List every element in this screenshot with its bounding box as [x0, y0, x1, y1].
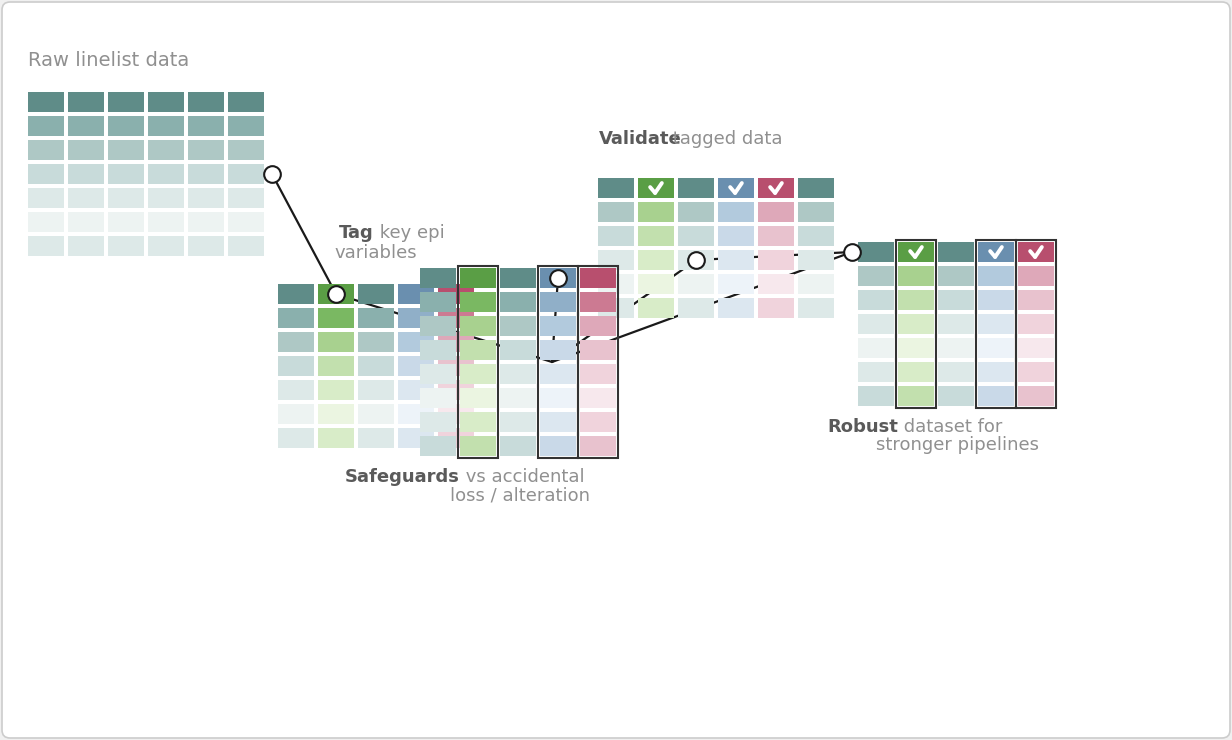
Bar	[758, 202, 793, 222]
Bar	[678, 250, 715, 270]
Bar	[359, 308, 394, 328]
Bar	[359, 428, 394, 448]
Bar	[188, 236, 224, 256]
Bar	[398, 380, 434, 400]
Bar	[359, 284, 394, 304]
Bar	[28, 236, 64, 256]
Bar	[978, 242, 1014, 262]
Bar	[540, 412, 577, 432]
Bar	[500, 340, 536, 360]
Bar	[398, 332, 434, 352]
Bar	[28, 164, 64, 184]
Bar	[68, 92, 103, 112]
Bar	[1016, 240, 1056, 408]
Bar	[598, 298, 634, 318]
Bar	[938, 362, 975, 382]
Bar	[439, 332, 474, 352]
Bar	[638, 298, 674, 318]
Bar	[278, 380, 314, 400]
Bar	[857, 362, 894, 382]
Bar	[638, 250, 674, 270]
Bar	[938, 266, 975, 286]
Bar	[108, 164, 144, 184]
Bar	[896, 240, 936, 408]
Bar	[500, 292, 536, 312]
Bar	[678, 202, 715, 222]
Bar	[598, 202, 634, 222]
Bar	[898, 386, 934, 406]
Bar	[228, 92, 264, 112]
Text: Robust: Robust	[827, 418, 898, 436]
Bar	[108, 140, 144, 160]
Bar	[188, 164, 224, 184]
Bar	[758, 178, 793, 198]
Bar	[228, 188, 264, 208]
Bar	[318, 380, 354, 400]
Bar	[598, 178, 634, 198]
Bar	[580, 364, 616, 384]
Text: Validate: Validate	[599, 130, 681, 148]
Bar	[540, 388, 577, 408]
Bar	[598, 274, 634, 294]
Bar	[228, 140, 264, 160]
Bar	[1018, 362, 1055, 382]
Bar	[318, 428, 354, 448]
Bar	[758, 250, 793, 270]
Bar	[420, 412, 456, 432]
Bar	[718, 178, 754, 198]
Bar	[278, 284, 314, 304]
Bar	[108, 188, 144, 208]
Bar	[500, 412, 536, 432]
Bar	[678, 178, 715, 198]
Bar	[540, 268, 577, 288]
Text: Safeguards: Safeguards	[345, 468, 460, 486]
Bar	[398, 284, 434, 304]
Bar	[188, 116, 224, 136]
Bar	[898, 290, 934, 310]
Bar	[278, 356, 314, 376]
Bar	[188, 212, 224, 232]
Bar	[978, 266, 1014, 286]
Bar	[458, 266, 498, 458]
Bar	[638, 202, 674, 222]
Bar	[108, 212, 144, 232]
Bar	[857, 266, 894, 286]
Bar	[978, 338, 1014, 358]
Bar	[439, 284, 474, 304]
Text: loss / alteration: loss / alteration	[450, 486, 590, 504]
Bar	[938, 338, 975, 358]
Bar	[638, 226, 674, 246]
Bar	[898, 338, 934, 358]
Bar	[678, 274, 715, 294]
Bar	[540, 292, 577, 312]
Bar	[678, 226, 715, 246]
Bar	[540, 364, 577, 384]
Bar	[758, 226, 793, 246]
Bar	[228, 116, 264, 136]
Bar	[188, 92, 224, 112]
Bar	[460, 412, 496, 432]
Bar	[500, 268, 536, 288]
Bar	[798, 250, 834, 270]
Bar	[420, 364, 456, 384]
Bar	[798, 274, 834, 294]
Bar	[278, 308, 314, 328]
Bar	[148, 116, 184, 136]
Bar	[978, 314, 1014, 334]
Bar	[278, 428, 314, 448]
Bar	[580, 388, 616, 408]
Bar	[500, 436, 536, 456]
Bar	[439, 380, 474, 400]
Bar	[318, 284, 354, 304]
Bar	[28, 140, 64, 160]
Bar	[976, 240, 1016, 408]
Bar	[228, 212, 264, 232]
Bar	[580, 316, 616, 336]
Bar	[540, 436, 577, 456]
Bar	[638, 274, 674, 294]
Bar	[28, 212, 64, 232]
Bar	[580, 268, 616, 288]
Bar	[540, 316, 577, 336]
Bar	[638, 178, 674, 198]
